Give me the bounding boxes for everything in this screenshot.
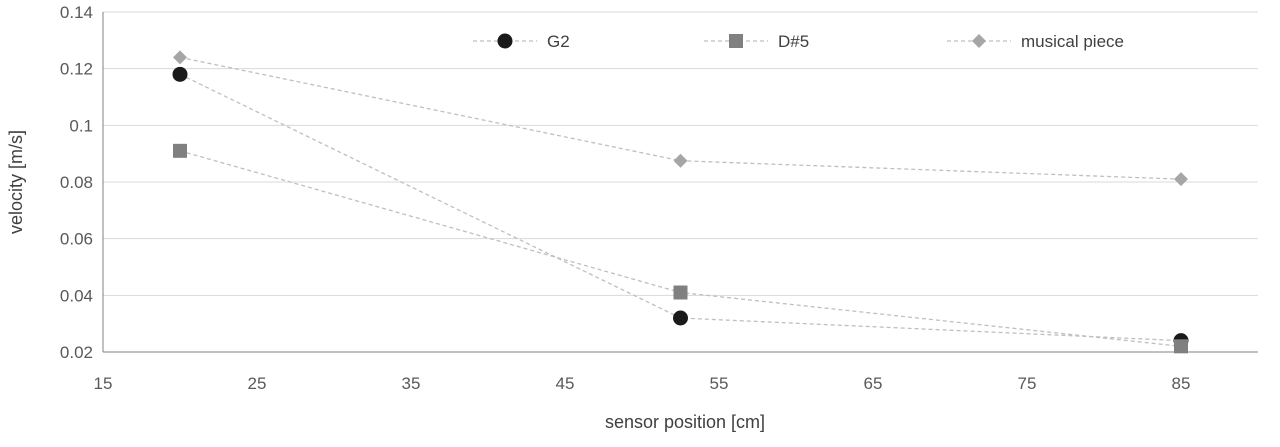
y-tick-label: 0.12 (60, 60, 93, 79)
data-point (673, 285, 688, 300)
data-point (673, 153, 688, 168)
x-tick-label: 55 (710, 374, 729, 393)
x-tick-label: 75 (1018, 374, 1037, 393)
legend-label: musical piece (1021, 32, 1124, 51)
data-point (173, 50, 187, 65)
y-tick-label: 0.02 (60, 343, 93, 362)
y-tick-labels: 0.02 0.04 0.06 0.08 0.1 0.12 0.14 (60, 3, 93, 362)
data-point (673, 310, 688, 326)
series-g2 (172, 66, 1189, 349)
y-axis-title: velocity [m/s] (6, 130, 26, 234)
legend-entry: G2 (473, 32, 570, 51)
data-point (1174, 339, 1188, 354)
series-line (179, 73, 1182, 342)
legend-marker (497, 33, 513, 49)
x-axis-title: sensor position [cm] (605, 412, 765, 432)
legend-entry: musical piece (947, 32, 1124, 51)
x-tick-label: 35 (402, 374, 421, 393)
legend-marker (729, 34, 743, 48)
data-point (173, 143, 187, 158)
legend: G2 D#5 musical piece (473, 32, 1124, 51)
data-point (1174, 172, 1188, 187)
legend-label: D#5 (778, 32, 809, 51)
legend-label: G2 (547, 32, 570, 51)
x-tick-label: 65 (864, 374, 883, 393)
series-d-5 (173, 143, 1188, 354)
y-tick-label: 0.14 (60, 3, 93, 22)
y-tick-label: 0.1 (69, 116, 93, 135)
y-tick-label: 0.08 (60, 173, 93, 192)
grid-lines (103, 11, 1258, 296)
legend-entry: D#5 (704, 32, 809, 51)
legend-marker (972, 34, 986, 48)
x-tick-label: 15 (94, 374, 113, 393)
series-layer (172, 50, 1189, 354)
x-tick-label: 85 (1172, 374, 1191, 393)
y-tick-label: 0.06 (60, 230, 93, 249)
series-musical-piece (173, 50, 1188, 187)
x-tick-label: 45 (556, 374, 575, 393)
y-tick-label: 0.04 (60, 286, 93, 305)
axes (102, 12, 1258, 353)
x-tick-label: 25 (248, 374, 267, 393)
data-point (172, 66, 188, 82)
x-tick-labels: 15 25 35 45 55 65 75 85 (94, 374, 1191, 393)
